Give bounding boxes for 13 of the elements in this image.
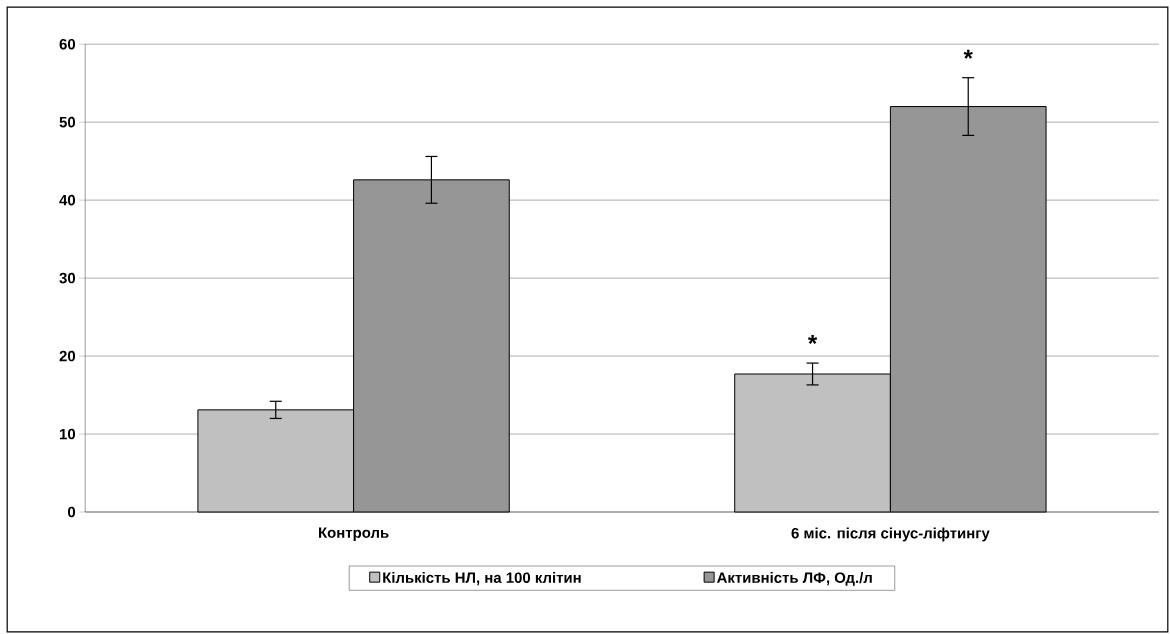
y-tick-label: 10	[59, 428, 76, 440]
y-tick-label: 50	[59, 116, 76, 128]
annotation: *	[963, 49, 973, 59]
x-tick-label: Контроль	[319, 527, 389, 541]
annotation: *	[807, 335, 818, 344]
y-tick-label: 60	[59, 38, 76, 50]
y-tick-label: 30	[59, 272, 76, 284]
x-tick-label: 6 міс. після сінус-ліфтингу	[791, 527, 990, 542]
y-tick-label: 20	[59, 350, 76, 362]
legend-label: Кількість НЛ, на 100 клітин	[383, 571, 581, 586]
y-tick-label: 0	[67, 506, 76, 518]
y-tick-label: 40	[59, 194, 76, 206]
legend-label: Активність ЛФ, Од./л	[717, 571, 872, 586]
